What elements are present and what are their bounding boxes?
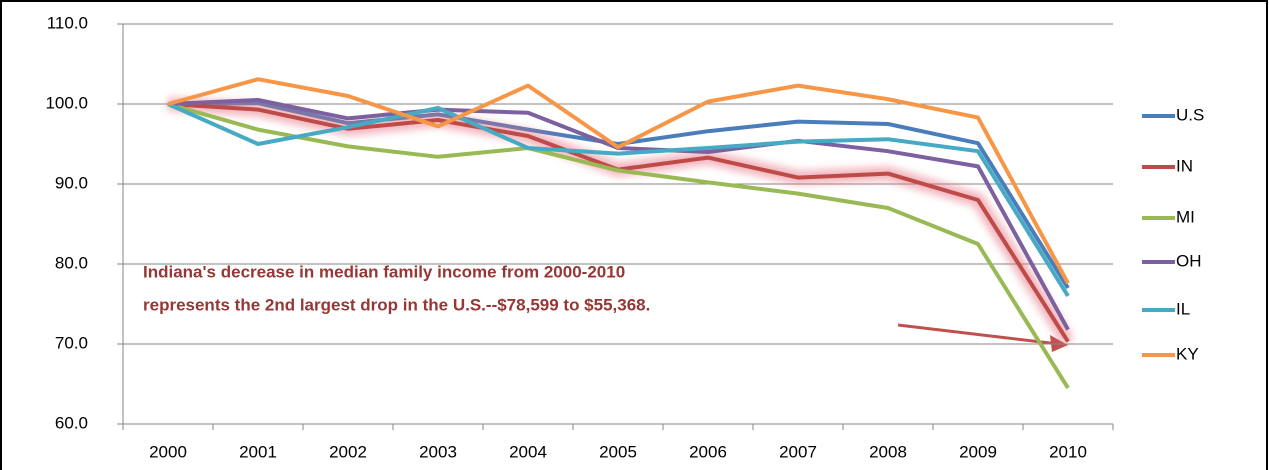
x-tick-label: 2009 bbox=[959, 442, 997, 461]
x-tick-label: 2004 bbox=[509, 442, 547, 461]
x-tick-label: 2002 bbox=[329, 442, 367, 461]
x-tick-label: 2000 bbox=[149, 442, 187, 461]
annotation: Indiana's decrease in median family inco… bbox=[143, 262, 625, 281]
y-tick-label: 70.0 bbox=[55, 333, 88, 352]
legend-label: IN bbox=[1176, 156, 1193, 175]
x-tick-label: 2001 bbox=[239, 442, 277, 461]
x-tick-label: 2003 bbox=[419, 442, 457, 461]
y-tick-label: 100.0 bbox=[45, 93, 88, 112]
grid bbox=[123, 23, 1113, 425]
legend-label: OH bbox=[1176, 251, 1202, 270]
series-line bbox=[167, 77, 1070, 285]
x-tick-label: 2010 bbox=[1049, 442, 1087, 461]
x-tick-label: 2007 bbox=[779, 442, 817, 461]
y-tick-label: 60.0 bbox=[55, 413, 88, 432]
y-tick-label: 80.0 bbox=[55, 253, 88, 272]
legend-label: U.S bbox=[1176, 105, 1204, 124]
y-tick-label: 110.0 bbox=[47, 13, 88, 32]
x-tick-label: 2006 bbox=[689, 442, 727, 461]
annotation: represents the 2nd largest drop in the U… bbox=[143, 295, 650, 314]
legend-label: IL bbox=[1176, 299, 1190, 318]
series-line bbox=[167, 102, 1070, 390]
y-tick-label: 90.0 bbox=[55, 173, 88, 192]
legend-label: KY bbox=[1176, 344, 1199, 363]
x-tick-label: 2008 bbox=[869, 442, 907, 461]
series-line bbox=[167, 101, 1070, 290]
legend-label: MI bbox=[1176, 207, 1195, 226]
annotation-arrow bbox=[897, 323, 1059, 346]
series-line bbox=[167, 102, 1070, 298]
x-tick-label: 2005 bbox=[599, 442, 637, 461]
